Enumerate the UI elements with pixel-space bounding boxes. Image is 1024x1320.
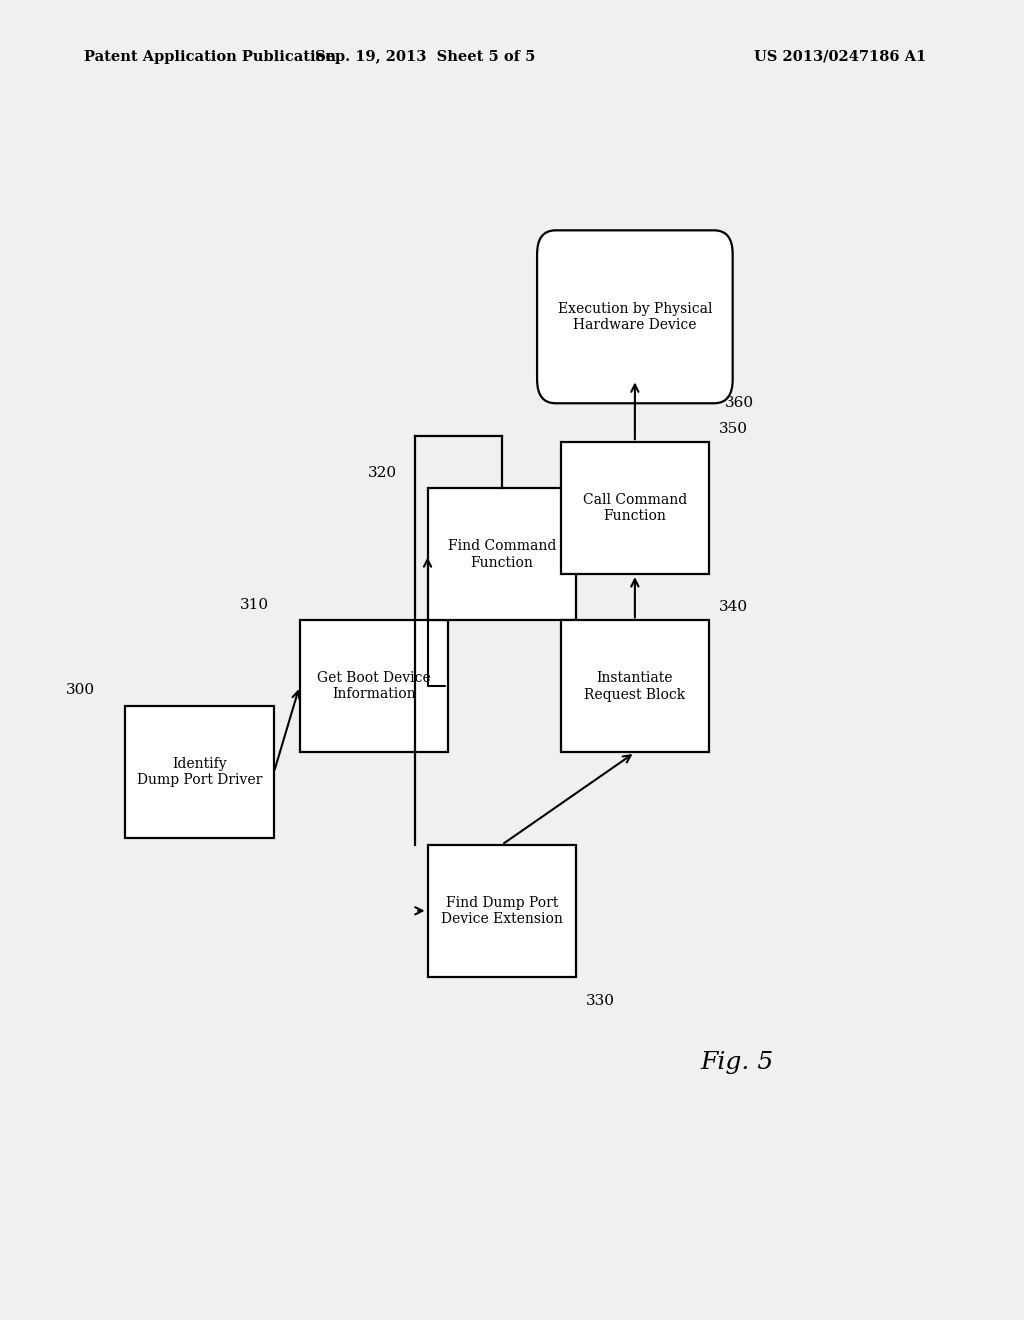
Text: 310: 310 bbox=[240, 598, 269, 611]
FancyBboxPatch shape bbox=[537, 230, 733, 404]
Text: Fig. 5: Fig. 5 bbox=[700, 1051, 774, 1074]
Text: 340: 340 bbox=[719, 601, 749, 614]
Text: Find Command
Function: Find Command Function bbox=[447, 540, 556, 569]
Text: Instantiate
Request Block: Instantiate Request Block bbox=[585, 672, 685, 701]
Bar bbox=[428, 845, 575, 977]
Text: Get Boot Device
Information: Get Boot Device Information bbox=[316, 672, 431, 701]
Text: Identify
Dump Port Driver: Identify Dump Port Driver bbox=[137, 758, 262, 787]
Text: Sep. 19, 2013  Sheet 5 of 5: Sep. 19, 2013 Sheet 5 of 5 bbox=[314, 50, 536, 63]
Text: Execution by Physical
Hardware Device: Execution by Physical Hardware Device bbox=[558, 302, 712, 331]
Text: 360: 360 bbox=[725, 396, 754, 411]
Text: 300: 300 bbox=[66, 684, 95, 697]
Text: 330: 330 bbox=[586, 994, 615, 1007]
Text: Call Command
Function: Call Command Function bbox=[583, 494, 687, 523]
Bar bbox=[126, 706, 274, 838]
Text: 320: 320 bbox=[369, 466, 397, 479]
Bar bbox=[299, 620, 449, 752]
Text: Find Dump Port
Device Extension: Find Dump Port Device Extension bbox=[440, 896, 563, 925]
Bar bbox=[428, 488, 575, 620]
Bar bbox=[561, 442, 709, 574]
Text: US 2013/0247186 A1: US 2013/0247186 A1 bbox=[754, 50, 926, 63]
Bar bbox=[561, 620, 709, 752]
Text: 350: 350 bbox=[719, 422, 749, 436]
Text: Patent Application Publication: Patent Application Publication bbox=[84, 50, 336, 63]
